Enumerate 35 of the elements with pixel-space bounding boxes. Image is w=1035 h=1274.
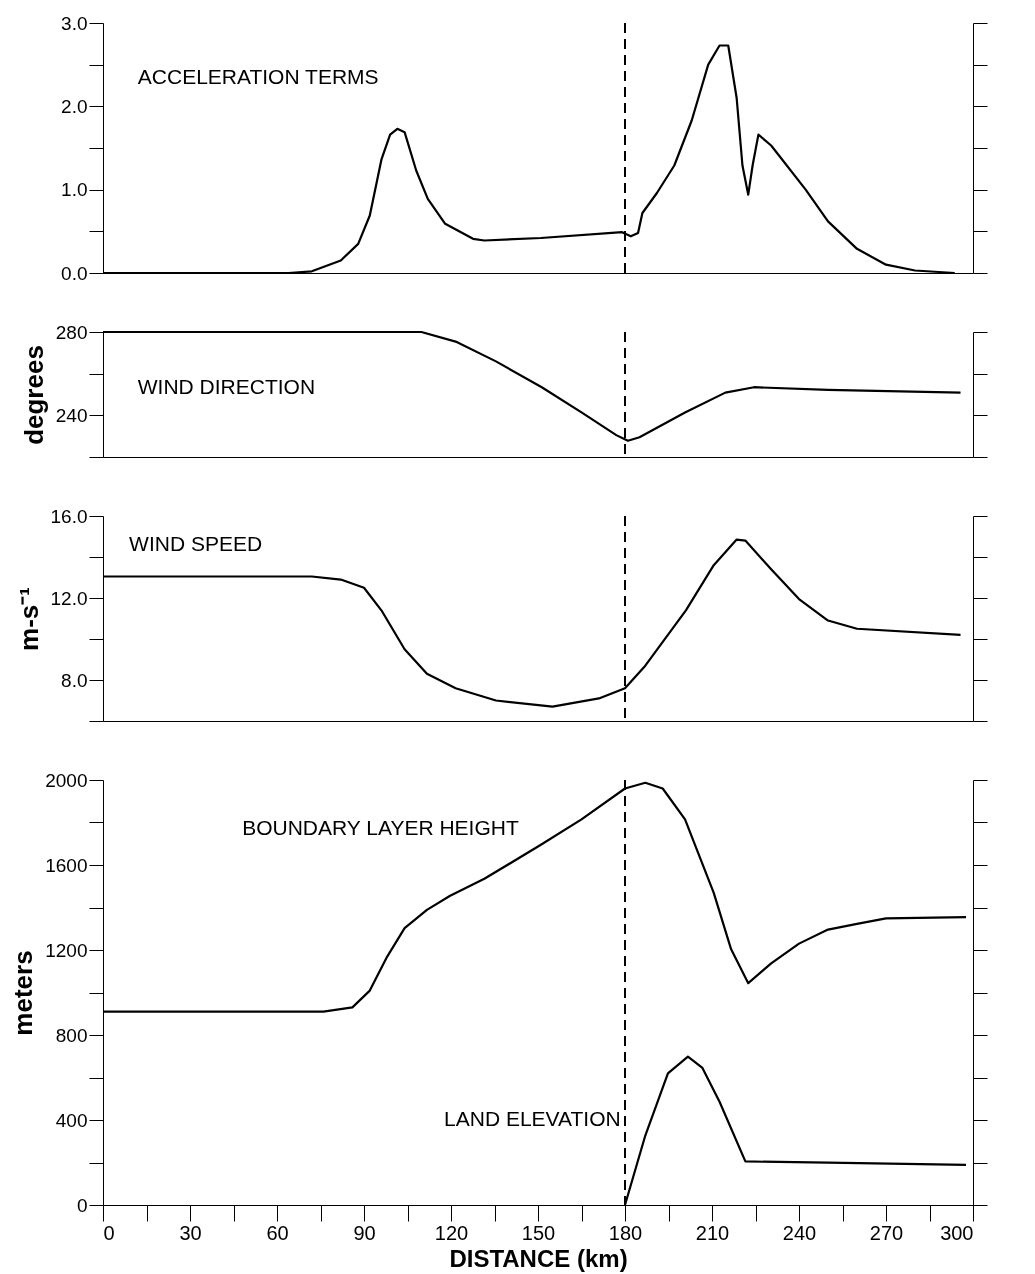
x-tick-label: 270: [869, 1221, 904, 1244]
x-tick-label: 30: [179, 1221, 202, 1244]
y-tick-label: 3.0: [61, 12, 88, 34]
x-tick-label: 210: [695, 1221, 730, 1244]
x-tick-label: 150: [521, 1221, 556, 1244]
y-tick-label: 1200: [45, 939, 88, 961]
x-tick-label: 240: [782, 1221, 817, 1244]
x-tick-label: 180: [608, 1221, 643, 1244]
y-tick-label: 2000: [45, 769, 88, 791]
y-tick-label: 0: [76, 1194, 88, 1216]
x-tick-label: 60: [266, 1221, 289, 1244]
series-label: BOUNDARY LAYER HEIGHT: [242, 815, 519, 839]
text: ACCELERATION TERMS: [137, 65, 379, 88]
x-tick-label: 300: [940, 1221, 974, 1244]
text: WIND DIRECTION: [137, 375, 316, 399]
y-tick-label: 16.0: [50, 505, 88, 527]
y-tick-label: 8.0: [61, 669, 88, 691]
y-tick-label: 0.0: [61, 262, 88, 284]
series-label: WIND SPEED: [129, 531, 263, 555]
series-label: LAND ELEVATION: [444, 1107, 621, 1130]
y-tick-label: 800: [55, 1024, 88, 1046]
x-axis-title: DISTANCE (km): [449, 1244, 628, 1272]
y-tick-label: 2.0: [61, 95, 88, 117]
y-tick-label: 240: [55, 404, 88, 426]
y-tick-label: 400: [55, 1109, 88, 1131]
y-axis-title: m-s⁻¹: [13, 587, 44, 651]
y-tick-label: 12.0: [50, 587, 88, 609]
y-tick-label: 1.0: [61, 179, 88, 201]
y-axis-title: meters: [8, 950, 39, 1036]
x-tick-label: 120: [434, 1221, 469, 1244]
y-tick-label: 1600: [45, 854, 88, 876]
x-tick-label: 0: [103, 1221, 115, 1244]
x-tick-label: 90: [353, 1221, 376, 1244]
y-tick-label: 280: [55, 321, 88, 343]
y-axis-title: degrees: [18, 345, 49, 445]
